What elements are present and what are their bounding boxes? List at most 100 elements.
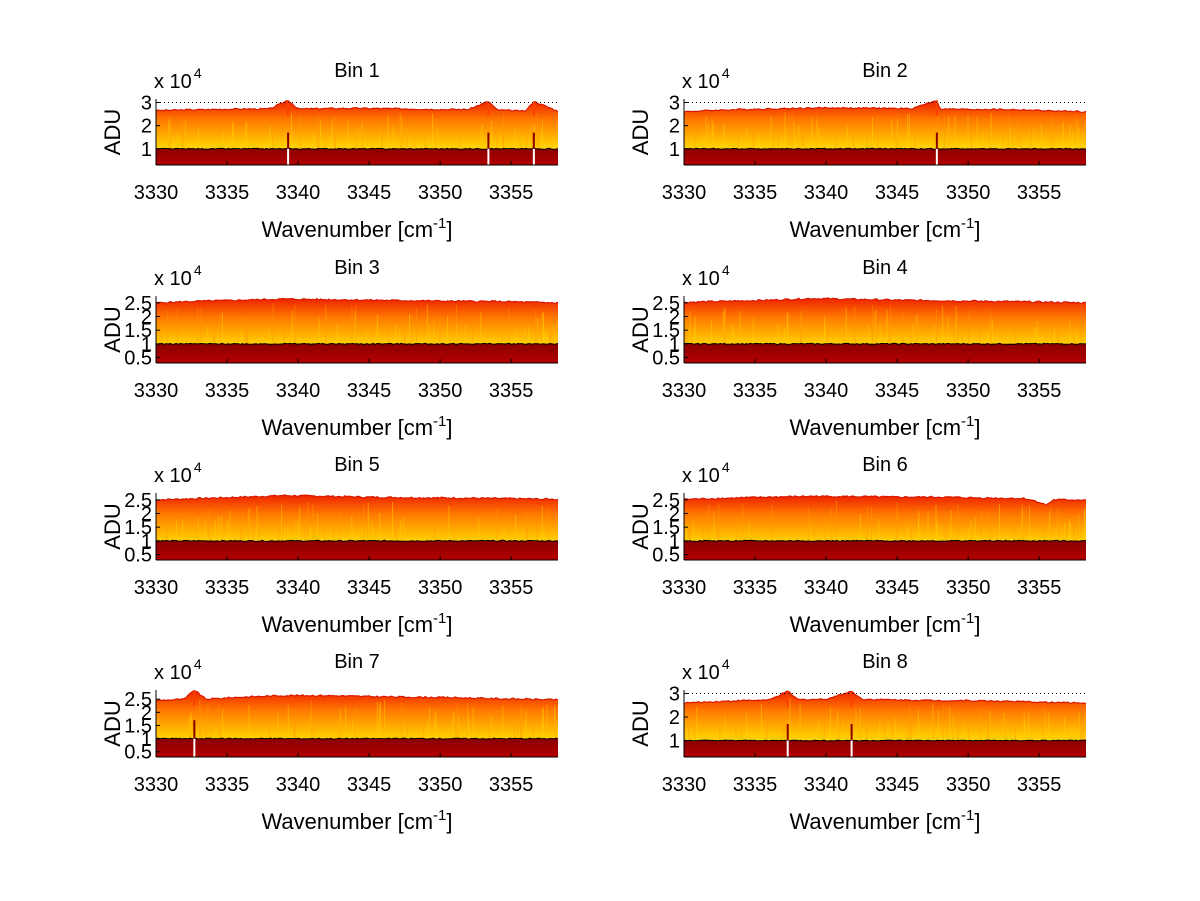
- y-axis-label: ADU: [100, 306, 125, 352]
- y-axis-label: ADU: [628, 306, 653, 352]
- exponent-label: x 10 4: [682, 459, 730, 487]
- x-axis-label: Wavenumber [cm-1]: [789, 610, 980, 637]
- x-tick-label: 3330: [134, 577, 179, 599]
- panel-title: Bin 3: [334, 257, 380, 279]
- x-tick-label: 3350: [946, 182, 991, 204]
- y-tick-label: 0.5: [652, 545, 680, 567]
- y-axis-label: ADU: [100, 700, 125, 746]
- x-tick-label: 3350: [418, 182, 463, 204]
- y-tick-label: 0.5: [652, 348, 680, 370]
- spectrum-envelope: [156, 494, 558, 502]
- baseline-line: [684, 342, 1086, 345]
- panel-bin-3: 3330 3335 3340 3345 3350 3355 0.511.522.5 Bin 3…: [100, 257, 558, 440]
- y-tick-label: 1.5: [124, 517, 152, 539]
- y-tick-label: 1: [669, 334, 680, 356]
- y-tick-label: 2: [669, 307, 680, 329]
- exponent-base: x 10: [682, 662, 720, 684]
- x-tick-label: 3330: [134, 182, 179, 204]
- x-tick-label: 3335: [733, 774, 778, 796]
- x-tick-label: 3350: [946, 380, 991, 402]
- x-tick-label: 3345: [875, 182, 920, 204]
- x-tick-label: 3345: [347, 380, 392, 402]
- y-axis-label: ADU: [628, 503, 653, 549]
- baseline-line: [684, 147, 1086, 150]
- spectrum-envelope: [684, 297, 1086, 305]
- baseline-band: [684, 343, 1086, 363]
- y-tick-label: 2: [141, 504, 152, 526]
- y-axis-label: ADU: [628, 109, 653, 155]
- panel-title: Bin 7: [334, 651, 380, 673]
- exponent-power: 4: [194, 656, 202, 672]
- x-axis-label: Wavenumber [cm-1]: [789, 413, 980, 440]
- x-axis-label: Wavenumber [cm-1]: [789, 215, 980, 242]
- y-tick-label: 2: [141, 307, 152, 329]
- exponent-base: x 10: [682, 268, 720, 290]
- x-axis-label-sup: -1: [961, 610, 974, 627]
- x-tick-label: 3335: [205, 380, 250, 402]
- y-tick-label: 2.5: [124, 689, 152, 711]
- spectrum-envelope: [684, 690, 1086, 705]
- x-axis-label: Wavenumber [cm-1]: [261, 413, 452, 440]
- panel-bin-8: 3330 3335 3340 3345 3350 3355 123 Bin 8 x 10 4 ADU…: [628, 651, 1086, 834]
- baseline-line: [156, 737, 558, 740]
- x-tick-label: 3335: [733, 577, 778, 599]
- x-tick-label: 3355: [1017, 182, 1062, 204]
- y-axis-label: ADU: [100, 503, 125, 549]
- x-axis-label-main: Wavenumber [cm: [789, 217, 961, 242]
- baseline-line: [684, 539, 1086, 542]
- x-tick-label: 3355: [1017, 380, 1062, 402]
- panel-bin-6: 3330 3335 3340 3345 3350 3355 0.511.522.5 Bin 6…: [628, 454, 1086, 637]
- x-axis-label: Wavenumber [cm-1]: [261, 610, 452, 637]
- y-tick-label: 0.5: [124, 348, 152, 370]
- exponent-power: 4: [722, 656, 730, 672]
- exponent-base: x 10: [154, 71, 192, 93]
- x-axis-label-end: ]: [446, 612, 452, 637]
- x-axis-label-main: Wavenumber [cm: [789, 809, 961, 834]
- y-tick-label: 1: [669, 139, 680, 161]
- exponent-power: 4: [194, 459, 202, 475]
- x-tick-label: 3345: [875, 380, 920, 402]
- x-axis-label-end: ]: [446, 809, 452, 834]
- exponent-base: x 10: [682, 465, 720, 487]
- x-axis-label: Wavenumber [cm-1]: [789, 807, 980, 834]
- x-tick-label: 3335: [205, 774, 250, 796]
- x-tick-label: 3355: [489, 380, 534, 402]
- exponent-label: x 10 4: [682, 65, 730, 93]
- y-tick-label: 2: [669, 116, 680, 138]
- x-tick-label: 3340: [276, 380, 321, 402]
- plot-area: [684, 297, 1086, 363]
- exponent-power: 4: [722, 65, 730, 81]
- plot-area: [684, 495, 1086, 560]
- x-axis-label-sup: -1: [433, 610, 446, 627]
- y-tick-label: 1: [141, 531, 152, 553]
- baseline-band: [156, 540, 558, 560]
- y-tick-label: 1.5: [652, 320, 680, 342]
- y-tick-label: 0.5: [124, 545, 152, 567]
- panel-title: Bin 4: [862, 257, 908, 279]
- baseline-line: [684, 739, 1086, 742]
- x-tick-label: 3335: [733, 182, 778, 204]
- y-tick-label: 2: [141, 702, 152, 724]
- exponent-label: x 10 4: [154, 459, 202, 487]
- panel-bin-1: 3330 3335 3340 3345 3350 3355 123 Bin 1 x 10 4 ADU…: [100, 60, 558, 242]
- x-tick-label: 3345: [347, 577, 392, 599]
- exponent-base: x 10: [154, 662, 192, 684]
- baseline-band: [156, 148, 558, 165]
- baseline-band: [156, 738, 558, 757]
- x-axis-label: Wavenumber [cm-1]: [261, 215, 452, 242]
- spectrum-envelope: [156, 100, 558, 113]
- x-tick-label: 3340: [804, 774, 849, 796]
- panel-bin-7: 3330 3335 3340 3345 3350 3355 0.511.522.5 Bin 7…: [100, 651, 558, 834]
- x-axis-label-sup: -1: [961, 215, 974, 232]
- x-axis-label-end: ]: [446, 415, 452, 440]
- x-tick-label: 3330: [662, 182, 707, 204]
- panel-title: Bin 5: [334, 454, 380, 476]
- x-axis-label-main: Wavenumber [cm: [789, 612, 961, 637]
- exponent-label: x 10 4: [154, 262, 202, 290]
- y-tick-label: 1: [669, 531, 680, 553]
- y-tick-label: 1: [141, 139, 152, 161]
- y-axis-label: ADU: [100, 109, 125, 155]
- x-tick-label: 3355: [489, 182, 534, 204]
- x-axis-label-end: ]: [974, 809, 980, 834]
